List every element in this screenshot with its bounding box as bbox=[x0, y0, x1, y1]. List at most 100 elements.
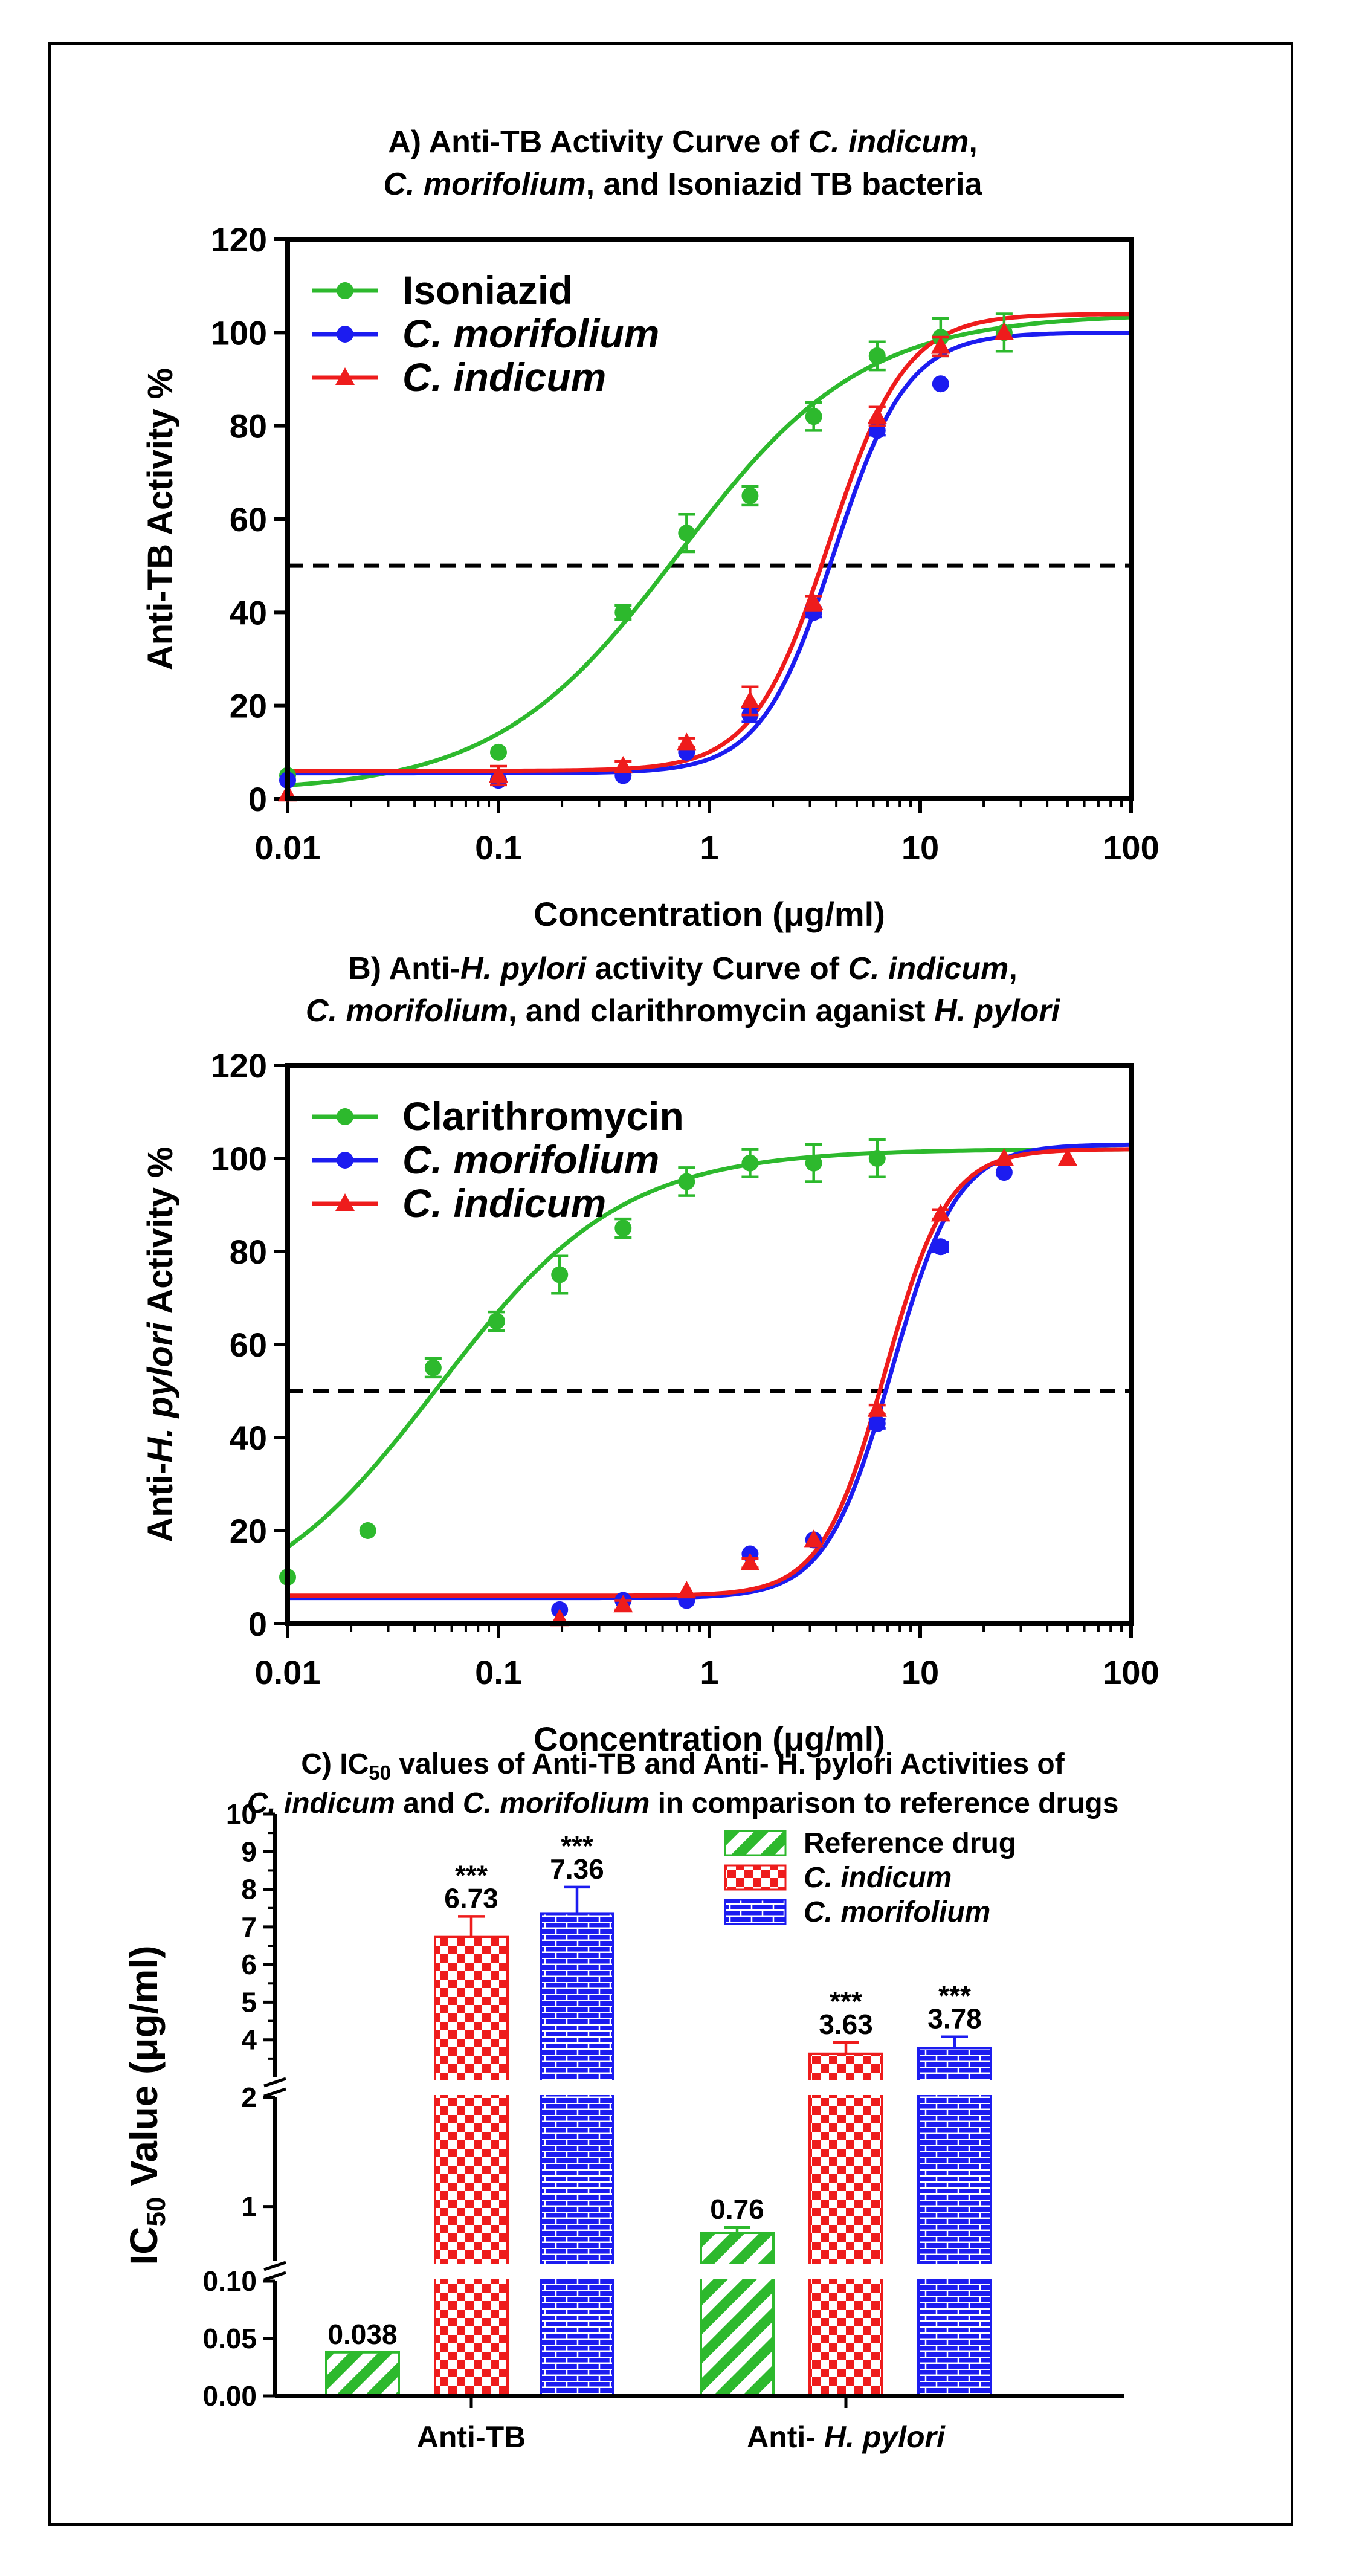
chart-title-part: H. pylori bbox=[460, 951, 587, 986]
bar-1-0 bbox=[434, 1935, 509, 2398]
legend-marker bbox=[337, 1108, 353, 1125]
chart-title: C) IC50 values of Anti-TB and Anti- H. p… bbox=[301, 1748, 1065, 1784]
data-point-circle bbox=[995, 1164, 1013, 1181]
y-tick-label: 9 bbox=[241, 1836, 257, 1867]
y-tick-label: 60 bbox=[230, 500, 267, 538]
data-point-triangle bbox=[613, 1595, 633, 1613]
category-label: Anti-TB bbox=[417, 2420, 526, 2454]
category-label-part: H. pylori bbox=[824, 2420, 946, 2454]
data-point-circle bbox=[805, 1154, 822, 1172]
y-tick-label: 20 bbox=[230, 1512, 267, 1550]
y-tick-label: 4 bbox=[241, 2024, 257, 2056]
figure-frame bbox=[48, 42, 1293, 2526]
bar-1-1 bbox=[808, 2052, 883, 2397]
x-tick-label: 0.1 bbox=[475, 1653, 522, 1691]
chart-title-line-2: C. morifolium, and Isoniazid TB bacteria bbox=[383, 167, 982, 202]
data-point-circle bbox=[551, 1266, 569, 1283]
fit-curve-2 bbox=[288, 1147, 1131, 1598]
significance-label: *** bbox=[938, 1980, 971, 2012]
chart-title: B) Anti-H. pylori activity Curve of C. i… bbox=[348, 951, 1017, 986]
y-tick-label: 6 bbox=[241, 1949, 257, 1980]
bar-0-1 bbox=[700, 2232, 775, 2397]
data-point-triangle bbox=[740, 690, 760, 708]
bar-value-label: 7.36 bbox=[550, 1853, 604, 1885]
data-point-triangle bbox=[804, 592, 824, 610]
data-point-triangle bbox=[1057, 1148, 1077, 1166]
chart-title-line-2-part: C. morifolium bbox=[383, 167, 585, 202]
axis-break-mark bbox=[263, 2271, 286, 2282]
legend-marker bbox=[337, 282, 353, 299]
y-axis-label: IC50 Value (μg/ml) bbox=[122, 1945, 171, 2265]
x-tick-label: 10 bbox=[901, 1653, 939, 1691]
data-point-triangle bbox=[930, 336, 950, 354]
data-point-triangle bbox=[867, 1399, 887, 1417]
legend-label: C. indicum bbox=[402, 355, 606, 399]
plot-area-frame bbox=[285, 1063, 1134, 1626]
axis-break-mark bbox=[263, 2261, 286, 2271]
y-tick-label: 1 bbox=[241, 2191, 257, 2223]
chart-title-part: values of Anti-TB and Anti- H. pylori Ac… bbox=[391, 1748, 1065, 1780]
chart-title-part: C. indicum bbox=[808, 124, 969, 160]
y-axis-label-part: H. pylori bbox=[141, 1322, 180, 1463]
y-tick-label: 80 bbox=[230, 1233, 267, 1271]
fit-curve-1 bbox=[288, 331, 1131, 776]
x-tick-label: 1 bbox=[700, 1653, 718, 1691]
data-point-circle bbox=[868, 1415, 886, 1432]
data-point-triangle bbox=[804, 1529, 824, 1548]
y-tick-label: 100 bbox=[211, 1140, 267, 1178]
y-tick-label: 40 bbox=[230, 1419, 267, 1457]
legend-swatch bbox=[724, 1830, 787, 1856]
data-point-triangle bbox=[677, 1581, 697, 1599]
category-label-part: Anti- bbox=[747, 2420, 824, 2454]
x-tick-label: 100 bbox=[1103, 828, 1159, 867]
y-axis-label-part: Value (μg/ml) bbox=[122, 1945, 166, 2197]
x-tick-label: 0.1 bbox=[475, 828, 522, 867]
axis-break-mark bbox=[263, 2087, 286, 2098]
y-tick-label: 2 bbox=[241, 2082, 257, 2113]
x-axis-label: Concentration (μg/ml) bbox=[534, 1720, 885, 1758]
chart-title-part: 50 bbox=[369, 1761, 391, 1784]
significance-label: *** bbox=[455, 1859, 488, 1891]
chart-title-part: , bbox=[1008, 951, 1017, 986]
y-axis-label-part: Anti- bbox=[141, 1463, 180, 1543]
chart-title-part: B) Anti- bbox=[348, 951, 460, 986]
legend-label: C. indicum bbox=[402, 1181, 606, 1225]
chart-title-line-2: C. morifolium, and clarithromycin aganis… bbox=[306, 993, 1061, 1028]
y-axis-label-part: IC bbox=[122, 2227, 166, 2265]
chart-title-line-2-part: C. morifolium bbox=[306, 993, 508, 1028]
data-point-circle bbox=[614, 1219, 632, 1237]
bar-value-label: 0.038 bbox=[327, 2319, 397, 2350]
chart-title-part: C) IC bbox=[301, 1748, 369, 1780]
y-tick-label: 80 bbox=[230, 407, 267, 445]
chart-title-line-2-part: and bbox=[395, 1787, 463, 1819]
chart-title-part: C. indicum bbox=[848, 951, 1009, 986]
bar-value-label: 0.76 bbox=[710, 2193, 764, 2225]
legend-label: C. indicum bbox=[804, 1862, 952, 1894]
bar-value-label: 6.73 bbox=[444, 1882, 498, 1914]
x-tick-label: 100 bbox=[1103, 1653, 1159, 1691]
y-tick-label: 7 bbox=[241, 1911, 257, 1943]
chart-title-line-2-part: , and clarithromycin aganist bbox=[508, 993, 934, 1028]
data-point-triangle bbox=[867, 406, 887, 424]
data-point-triangle bbox=[489, 765, 508, 783]
y-tick-label: 0 bbox=[248, 1605, 267, 1643]
y-tick-label: 0.05 bbox=[202, 2323, 257, 2354]
legend-marker bbox=[335, 1193, 355, 1211]
y-tick-label: 0.00 bbox=[202, 2380, 257, 2412]
data-point-triangle bbox=[677, 732, 697, 751]
data-point-circle bbox=[678, 525, 695, 542]
y-tick-label: 5 bbox=[241, 1986, 257, 2018]
data-point-triangle bbox=[740, 1552, 760, 1570]
data-point-circle bbox=[805, 408, 822, 425]
axis-break-gap bbox=[260, 2080, 1045, 2095]
significance-label: *** bbox=[830, 1986, 862, 2017]
data-point-circle bbox=[678, 1173, 695, 1190]
y-tick-label: 40 bbox=[230, 593, 267, 631]
legend-marker bbox=[335, 367, 355, 385]
data-point-triangle bbox=[994, 1148, 1014, 1166]
legend-label: Reference drug bbox=[804, 1827, 1016, 1859]
chart-title-line-2-part: C. morifolium bbox=[463, 1787, 650, 1819]
chart-title: A) Anti-TB Activity Curve of C. indicum, bbox=[388, 124, 978, 160]
legend-label: Clarithromycin bbox=[402, 1094, 684, 1138]
panel-b-chart: B) Anti-H. pylori activity Curve of C. i… bbox=[141, 951, 1159, 1758]
